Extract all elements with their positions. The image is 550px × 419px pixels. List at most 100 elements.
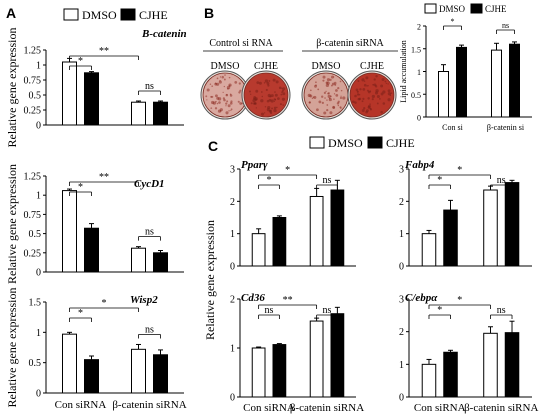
dish-speckle bbox=[326, 108, 329, 112]
dish-speckle bbox=[367, 105, 371, 109]
legend-b-cjhe-swatch bbox=[470, 3, 483, 14]
dish-speckle bbox=[273, 108, 277, 113]
dish-speckle bbox=[309, 89, 312, 92]
dish-speckle bbox=[210, 107, 213, 110]
dish-speckle bbox=[337, 104, 340, 107]
dish-speckle bbox=[356, 90, 359, 93]
bar-dmso bbox=[309, 195, 324, 267]
y-tick-label: 1.5 bbox=[29, 298, 42, 309]
dish-stain bbox=[243, 72, 289, 118]
sig-label: ** bbox=[99, 172, 109, 183]
dish-speckle bbox=[317, 88, 320, 91]
bar-cjhe bbox=[509, 43, 520, 118]
y-tick-label: 1 bbox=[36, 61, 41, 72]
dish-speckle bbox=[263, 112, 266, 114]
dish-speckle bbox=[311, 97, 314, 100]
dish-speckle bbox=[275, 80, 279, 84]
legend-a-dmso-swatch bbox=[63, 8, 79, 21]
dish-speckle bbox=[269, 109, 273, 113]
dish-speckle bbox=[387, 92, 392, 96]
dish-speckle bbox=[264, 79, 269, 83]
dish-speckle bbox=[362, 97, 365, 100]
dish-speckle bbox=[385, 82, 387, 84]
dish-speckle bbox=[312, 96, 315, 99]
dish-speckle bbox=[265, 88, 268, 92]
dish-speckle bbox=[376, 102, 379, 105]
dish-speckle bbox=[362, 88, 366, 91]
dish-speckle bbox=[365, 110, 368, 114]
y-tick-label: 1 bbox=[417, 68, 421, 77]
dish-speckle bbox=[331, 75, 334, 79]
y-tick-label: 0 bbox=[417, 114, 421, 123]
dish-speckle bbox=[219, 76, 222, 78]
dish-speckle bbox=[340, 95, 342, 97]
dish-speckle bbox=[234, 81, 238, 84]
x-tick-label: β-catenin siRNA bbox=[290, 402, 364, 414]
gene-label: Cd36 bbox=[241, 292, 265, 304]
y-tick-label: 1 bbox=[36, 191, 41, 202]
dish-speckle bbox=[266, 108, 270, 112]
dish-speckle bbox=[335, 93, 339, 97]
dish-speckle bbox=[216, 102, 219, 105]
sig-label: * bbox=[451, 17, 455, 26]
sig-label: ns bbox=[497, 305, 506, 316]
bar-cjhe bbox=[153, 101, 168, 126]
y-tick-label: 0 bbox=[36, 389, 41, 400]
legend-a: DMSO CJHE bbox=[63, 8, 168, 22]
sig-label: ns bbox=[145, 227, 154, 238]
dish-speckle bbox=[337, 87, 340, 90]
dish-speckle bbox=[380, 84, 384, 88]
x-tick-label: Con siRNA bbox=[243, 402, 295, 414]
x-tick-label: β-catenin siRNA bbox=[464, 402, 538, 414]
dish-speckle bbox=[369, 103, 371, 105]
dish-speckle bbox=[260, 99, 264, 103]
dish-speckle bbox=[281, 87, 283, 89]
dish-speckle bbox=[355, 88, 359, 92]
dish-speckle bbox=[339, 96, 343, 100]
bar-dmso bbox=[438, 71, 449, 118]
dish-speckle bbox=[253, 96, 257, 99]
dish-speckle bbox=[356, 93, 360, 96]
chart-pparg: 0 1 2 3 Pparγ * * ns bbox=[230, 159, 356, 273]
dish-speckle bbox=[357, 97, 361, 101]
y-tick-label: 0.5 bbox=[29, 91, 42, 102]
dish-speckle bbox=[316, 108, 319, 112]
dish-speckle bbox=[352, 100, 355, 104]
dish-speckle bbox=[375, 75, 378, 78]
bar-cjhe bbox=[153, 354, 168, 394]
bar-dmso bbox=[421, 233, 437, 267]
legend-c-cjhe-swatch bbox=[367, 136, 383, 149]
dish-speckle bbox=[387, 89, 391, 93]
dish-speckle bbox=[282, 92, 286, 96]
dish-speckle bbox=[254, 98, 258, 101]
dish-label: CJHE bbox=[254, 61, 278, 72]
dish-speckle bbox=[227, 104, 231, 108]
legend-a-dmso-label: DMSO bbox=[82, 8, 117, 22]
dish-speckle bbox=[325, 90, 327, 92]
dish-speckle bbox=[361, 109, 365, 112]
gene-label: C/ebpα bbox=[405, 292, 438, 304]
dish-speckle bbox=[326, 99, 328, 101]
panel-letter-b: B bbox=[204, 5, 214, 21]
dish-speckle bbox=[230, 109, 232, 112]
dish-speckle bbox=[321, 95, 324, 98]
sig-label: ns bbox=[502, 21, 509, 30]
dish-speckle bbox=[206, 99, 208, 101]
dish-speckle bbox=[327, 94, 331, 99]
dish-speckle bbox=[228, 83, 232, 87]
sig-label: * bbox=[267, 175, 272, 186]
dish-speckle bbox=[209, 83, 212, 85]
dish-speckle bbox=[250, 93, 252, 95]
dish-speckle bbox=[318, 100, 322, 104]
y-axis-label: Relative gene expression bbox=[5, 288, 19, 408]
dish-speckle bbox=[254, 102, 257, 105]
bar-dmso bbox=[251, 233, 266, 267]
y-tick-label: 0 bbox=[399, 393, 404, 404]
bar-dmso bbox=[62, 61, 77, 126]
y-tick-label: 3 bbox=[399, 165, 404, 176]
dish-speckle bbox=[384, 80, 387, 83]
sig-label: ns bbox=[265, 305, 274, 316]
legend-c-dmso-swatch bbox=[309, 136, 325, 149]
